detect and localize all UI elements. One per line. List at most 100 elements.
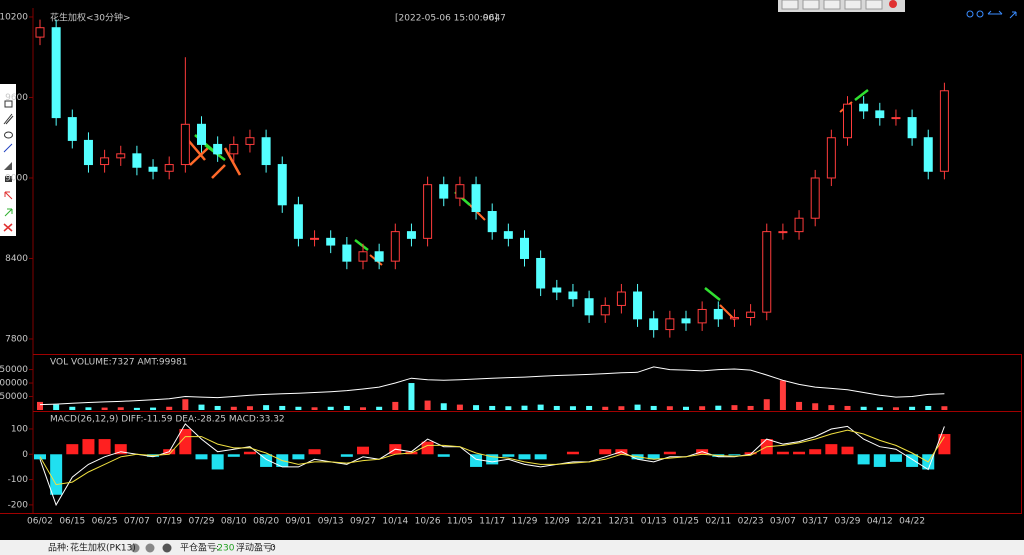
macd-bar <box>873 454 886 467</box>
macd-bar <box>518 454 531 460</box>
candle-body <box>67 117 77 141</box>
toolbar-button[interactable] <box>865 0 883 10</box>
status-icon[interactable] <box>130 543 140 553</box>
chart-title: 花生加权<30分钟> <box>50 12 131 24</box>
candle-body <box>536 257 546 289</box>
candle-body <box>261 137 271 166</box>
candle-body <box>520 237 529 259</box>
toolbar-button[interactable] <box>889 0 897 8</box>
x-tick-label: 04/12 <box>867 517 893 527</box>
macd-bar <box>114 444 127 455</box>
volume-bar <box>440 403 447 410</box>
candle-body <box>326 237 336 246</box>
macd-bar <box>663 451 676 455</box>
candle-body <box>681 318 691 324</box>
toolbar-button[interactable] <box>823 0 841 10</box>
macd-bar <box>534 454 547 460</box>
macd-bar <box>243 451 256 455</box>
volume-bar <box>311 407 318 410</box>
tool-ellipse[interactable] <box>4 131 13 139</box>
x-tick-label: 02/11 <box>705 517 731 527</box>
volume-bar <box>279 405 286 410</box>
candle-body <box>358 251 368 262</box>
volume-bar <box>424 400 431 410</box>
macd-bar <box>179 428 192 455</box>
tool-pen[interactable] <box>3 143 13 153</box>
macd-bar <box>211 454 224 470</box>
macd-bar <box>889 454 902 462</box>
x-tick-label: 12/09 <box>544 517 570 527</box>
volume-bar <box>505 406 512 410</box>
x-tick-label: 12/31 <box>608 517 634 527</box>
candle-body <box>83 139 93 166</box>
x-tick-label: 09/01 <box>285 517 311 527</box>
status-icon[interactable] <box>162 543 172 553</box>
tool-delete[interactable] <box>3 223 13 232</box>
tool-fill[interactable] <box>4 162 12 170</box>
candle-body <box>665 318 675 331</box>
status-background <box>0 540 1024 555</box>
zoom-icons <box>966 10 1017 19</box>
y-tick-label: 50000 <box>0 392 28 402</box>
macd-bar <box>340 454 353 457</box>
macd-bar <box>776 451 789 455</box>
volume-bar <box>683 406 689 410</box>
volume-bar <box>376 406 383 410</box>
candle-body <box>132 153 142 168</box>
x-tick-label: 06/15 <box>59 517 85 527</box>
volume-bar <box>521 405 528 410</box>
macd-bar <box>50 454 63 495</box>
macd-bar <box>857 454 870 465</box>
toolbar-button[interactable] <box>802 0 820 10</box>
candle-body <box>197 123 206 145</box>
tool-line[interactable] <box>3 113 14 125</box>
candle-body <box>713 308 723 320</box>
zoom-in[interactable] <box>966 10 974 18</box>
toolbar-button[interactable] <box>781 0 799 10</box>
status-icon[interactable] <box>145 543 155 553</box>
y-tick-label: -100 <box>8 475 29 485</box>
candle-body <box>439 184 449 199</box>
macd-bar <box>292 454 305 460</box>
macd-bar <box>728 454 741 456</box>
x-tick-label: 12/21 <box>576 517 602 527</box>
macd-bar <box>308 449 321 455</box>
candle-body <box>342 244 352 262</box>
y-tick-label: 10200 <box>0 12 28 22</box>
tool-save[interactable] <box>5 176 12 182</box>
expand[interactable] <box>1009 11 1017 19</box>
candle-body <box>277 164 287 206</box>
volume-bar <box>731 405 738 410</box>
status-symbol: 花生加权(PK13) <box>70 542 136 554</box>
macd-bar <box>437 454 450 457</box>
candle-body <box>778 231 788 234</box>
y-tick-label: 8400 <box>5 254 28 264</box>
x-tick-label: 11/29 <box>512 517 538 527</box>
volume-bar <box>779 380 786 410</box>
candle-body <box>875 110 885 119</box>
candle-body <box>503 231 513 239</box>
tool-rect[interactable] <box>4 100 13 108</box>
volume-bar <box>85 407 92 410</box>
zoom-out[interactable] <box>976 10 984 18</box>
candle-body <box>649 318 659 331</box>
candle-body <box>116 153 126 159</box>
volume-bar <box>876 407 883 410</box>
macd-bar <box>647 454 660 460</box>
tool-sell[interactable] <box>4 191 13 200</box>
volume-bar <box>828 405 835 410</box>
tool-buy[interactable] <box>4 208 13 217</box>
x-tick-label: 07/19 <box>156 517 182 527</box>
candle-body <box>229 143 239 155</box>
macd-bar <box>502 454 515 457</box>
pan[interactable] <box>987 10 1003 15</box>
x-tick-label: 10/26 <box>415 517 441 527</box>
volume-bar <box>37 401 43 410</box>
candle-body <box>762 231 772 313</box>
macd-bar <box>66 444 79 455</box>
volume-bar <box>343 405 350 410</box>
macd-bar <box>599 449 612 455</box>
candle-body <box>51 27 61 119</box>
toolbar-button[interactable] <box>844 0 862 10</box>
price-label: 9647 <box>483 14 506 24</box>
